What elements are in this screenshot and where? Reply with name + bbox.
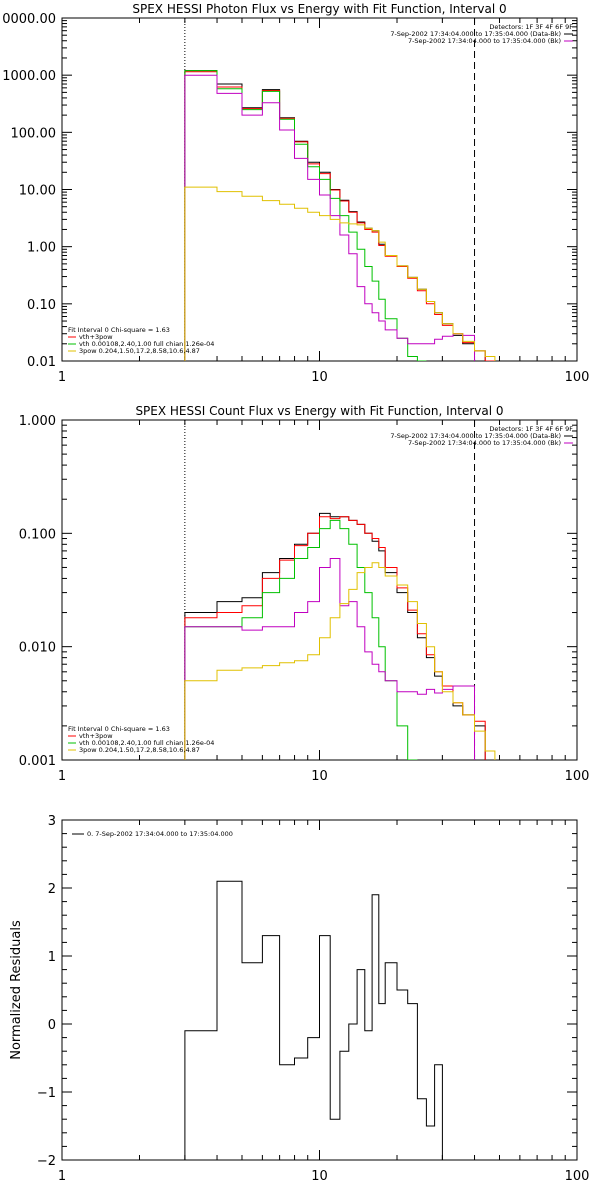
x-tick-label: 1 [58,769,66,784]
y-tick-label: 0.010 [19,641,56,656]
series-line-2 [184,519,418,760]
series-line-4 [184,562,496,760]
legend-top-entry: 7-Sep-2002 17:34:04.000 to 17:35:04.000 … [390,432,561,440]
x-tick-label: 100 [565,769,590,784]
series-line-0 [184,512,486,760]
legend-top-entry: 7-Sep-2002 17:34:04.000 to 17:35:04.000 … [408,37,561,45]
x-tick-label: 10 [311,370,328,385]
y-tick-label: 10.00 [19,184,56,199]
y-tick-label: 1 [48,950,56,965]
y-tick-label: 0.100 [19,527,56,542]
y-tick-label: 3 [48,814,56,829]
series-line-1 [184,516,486,760]
series-group [184,880,443,1160]
series-line-4 [184,186,496,361]
legend-bottom-entry: 3pow 0.204,1.50,17.2,8.58,10.6,4.87 [79,347,200,355]
y-tick-label: −2 [37,1154,56,1169]
legend-top-entry: Detectors: 1F 3F 4F 6F 9F [489,23,573,31]
y-tick-label: 0.10 [27,298,56,313]
legend-bottom-entry: 3pow 0.204,1.50,17.2,8.58,10.6,4.87 [79,746,200,754]
y-tick-label: 1.00 [27,241,56,256]
series-line-2 [184,70,427,361]
chart-panel-2: 1 10 100 −2 −1 0 1 2 3 Normalized Residuals 0. 7-S… [9,814,589,1184]
y-tick-label: −1 [37,1086,56,1101]
legend-bottom-entry: vth+3pow [79,333,113,341]
y-tick-label: 0000.00 [2,12,56,27]
x-tick-label: 1 [58,1169,66,1184]
y-tick-label: 1.000 [19,414,56,429]
chart-title: SPEX HESSI Photon Flux vs Energy with Fi… [132,2,506,16]
legend-top: 0. 7-Sep-2002 17:34:04.000 to 17:35:04.0… [72,830,233,838]
y-tick-label: 2 [48,882,56,897]
legend-bottom-entry: Fit Interval 0 Chi-square = 1.63 [68,326,170,334]
chart-panel-1: SPEX HESSI Count Flux vs Energy with Fit… [19,404,590,784]
legend-top: Detectors: 1F 3F 4F 6F 9F7-Sep-2002 17:3… [390,23,573,45]
x-tick-label: 10 [311,769,328,784]
legend-bottom-entry: vth 0.00108,2.40,1.00 full chian 1.26e-0… [79,739,214,747]
legend-top: Detectors: 1F 3F 4F 6F 9F7-Sep-2002 17:3… [390,425,573,447]
y-tick-label: 0 [48,1018,56,1033]
series-line-3 [184,74,475,361]
y-tick-label: 0.01 [27,355,56,370]
chart-title: SPEX HESSI Count Flux vs Energy with Fit… [135,404,503,418]
legend-bottom-entry: vth 0.00108,2.40,1.00 full chian 1.26e-0… [79,340,214,348]
y-axis-label: Normalized Residuals [9,920,24,1060]
series-group [184,70,496,361]
legend-bottom: Fit Interval 0 Chi-square = 1.63vth+3pow… [68,725,214,754]
series-group [184,512,496,760]
legend-top-entry: 7-Sep-2002 17:34:04.000 to 17:35:04.000 … [408,439,561,447]
y-tick-label: 1000.00 [2,69,56,84]
series-line-0 [184,880,443,1160]
series-line-3 [184,558,475,760]
legend-top-entry: 7-Sep-2002 17:34:04.000 to 17:35:04.000 … [390,30,561,38]
chart-panel-0: SPEX HESSI Photon Flux vs Energy with Fi… [2,2,589,385]
legend-bottom-entry: Fit Interval 0 Chi-square = 1.63 [68,725,170,733]
y-tick-label: 0.001 [19,754,56,769]
x-tick-label: 10 [311,1169,328,1184]
legend-bottom: Fit Interval 0 Chi-square = 1.63vth+3pow… [68,326,214,355]
x-tick-label: 1 [58,370,66,385]
legend-bottom-entry: vth+3pow [79,732,113,740]
legend-top-entry: 0. 7-Sep-2002 17:34:04.000 to 17:35:04.0… [87,830,233,838]
legend-top-entry: Detectors: 1F 3F 4F 6F 9F [489,425,573,433]
x-tick-label: 100 [565,1169,590,1184]
y-tick-label: 100.00 [11,126,57,141]
x-tick-label: 100 [565,370,590,385]
